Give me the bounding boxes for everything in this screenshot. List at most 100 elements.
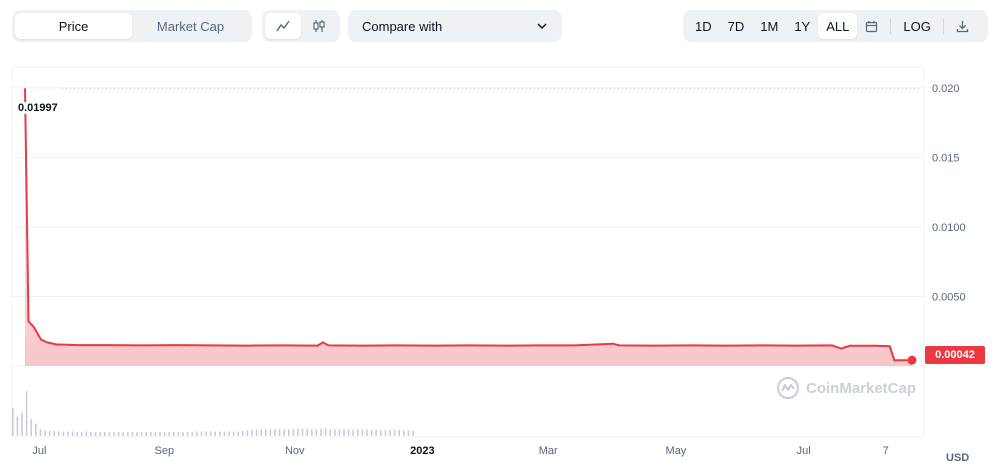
toolbar-divider [942,18,944,34]
x-tick-label: 7 [883,445,889,457]
volume-bar [407,430,410,436]
volume-bar [44,430,46,436]
range-1m[interactable]: 1M [760,18,779,34]
volume-bar [53,430,55,436]
compare-with-dropdown[interactable]: Compare with [348,10,562,42]
price-line [24,88,912,362]
coinmarketcap-logo-icon [776,376,800,400]
x-tick-label: Jul [32,445,46,457]
volume-bar [81,432,83,436]
volume-bar [278,429,281,436]
x-tick-label: May [666,445,687,457]
volume-bar [315,429,318,436]
tab-price[interactable]: Price [15,13,132,39]
date-range-button[interactable] [857,13,886,39]
volume-bar [370,429,373,436]
x-tick-label: 2023 [410,445,434,457]
volume-bar [76,432,78,436]
currency-label: USD [946,452,970,464]
volume-bar [361,429,364,436]
volume-bar [85,431,88,436]
volume-bar [136,432,138,436]
x-tick-label: Jul [797,445,811,457]
volume-bar [255,429,258,436]
compare-label: Compare with [362,18,443,34]
volume-bar [366,429,368,436]
range-1y[interactable]: 1Y [794,18,811,34]
price-chart[interactable]: 0.020 0.015 0.0100 0.0050 Jul Sep Nov 2023 Mar M… [0,60,994,472]
volume-bar [131,432,134,436]
volume-bar [320,428,322,436]
volume-bar [343,429,345,436]
volume-bar [150,432,152,436]
x-tick-label: Nov [285,445,305,457]
volume-bar [168,432,170,436]
volume-bar [306,428,308,436]
volume-bar [159,432,161,436]
range-7d[interactable]: 7D [727,18,745,34]
price-marketcap-toggle: Price Market Cap [12,10,252,42]
volume-bar [191,432,193,436]
volume-bar [173,432,175,436]
volume-bar [186,432,189,436]
coinmarketcap-watermark: CoinMarketCap [776,376,916,400]
volume-bar [145,432,147,436]
volume-bar [380,429,382,436]
x-tick-label: Sep [155,445,175,457]
volume-bar [223,431,226,436]
volume-bar [384,430,387,436]
volume-bar [274,429,276,436]
time-range-selector: 1D 7D 1M 1Y ALL LOG [683,10,988,42]
range-1d[interactable]: 1D [695,18,712,34]
volume-bar [292,428,295,436]
volume-bar [39,429,42,436]
volume-bar [352,429,354,436]
volume-bar [228,431,230,436]
volume-bar [30,419,32,436]
volume-bar [393,429,396,436]
volume-bar [347,429,350,436]
volume-bar [205,431,207,436]
volume-bar [269,428,272,436]
volume-bar [338,429,341,436]
volume-bar [260,429,262,436]
candlestick-chart-button[interactable] [301,13,337,39]
volume-bar [122,432,124,436]
tab-market-cap[interactable]: Market Cap [156,18,225,34]
volume-bar [357,429,359,436]
range-all[interactable]: ALL [818,13,858,39]
volume-bar [113,432,115,436]
volume-bar [297,428,299,436]
volume-bar [375,429,377,436]
toolbar-divider [890,18,892,34]
download-icon [956,20,968,32]
volume-bar [265,429,267,436]
y-tick-label: 0.015 [932,152,960,164]
volume-bar [412,430,414,436]
volume-bar [311,429,313,436]
volume-bar [67,431,69,436]
volume-bar [324,428,327,436]
volume-bar [329,429,331,436]
volume-bar [182,432,184,436]
volume-bar [219,431,221,436]
volume-bar [94,432,97,436]
volume-bar [251,429,253,436]
peak-price-label: 0.01997 [16,102,60,114]
plot-frame [11,66,925,438]
volume-bar [200,431,203,436]
volume-bar [403,430,405,436]
volume-bar [288,429,290,436]
line-chart-button[interactable] [265,13,301,39]
volume-bar [237,431,239,436]
log-scale-button[interactable]: LOG [903,18,931,34]
volume-bar [104,432,106,436]
volume-bar [214,431,216,436]
current-price-badge: 0.00042 [925,346,985,364]
line-chart-icon [276,20,290,32]
download-button[interactable] [948,13,977,39]
y-tick-label: 0.0100 [932,222,966,234]
volume-bar [108,432,111,436]
volume-bar [232,431,235,436]
volume-bar [62,431,65,436]
